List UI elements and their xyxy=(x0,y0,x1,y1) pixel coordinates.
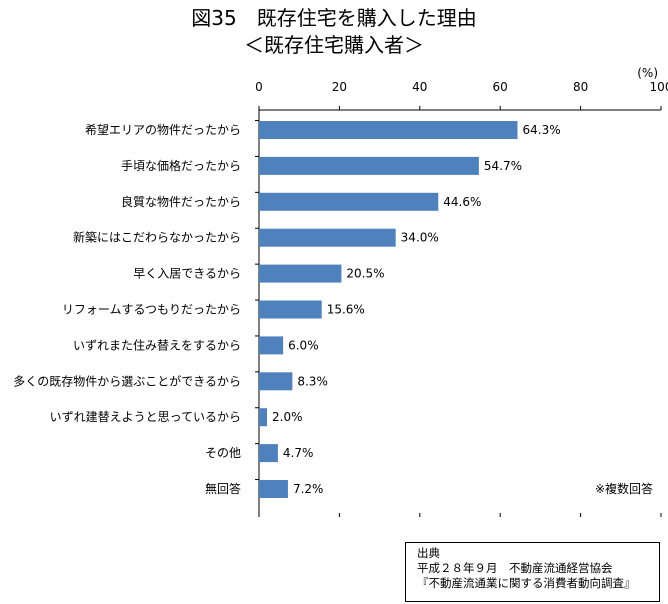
x-tick-label: 60 xyxy=(493,80,508,94)
bar xyxy=(259,480,288,498)
category-label: 良質な物件だったから xyxy=(121,194,241,209)
source-heading: 出典 xyxy=(417,546,440,560)
source-survey: 『不動産流通業に関する消費者動向調査』 xyxy=(417,576,636,590)
x-tick-label: 100 xyxy=(650,80,668,94)
category-label: いずれまた住み替えをするから xyxy=(73,338,241,352)
data-label: 15.6% xyxy=(327,303,365,317)
chart-subtitle: ＜既存住宅購入者＞ xyxy=(244,33,424,57)
x-tick-label: 80 xyxy=(573,80,588,94)
bar-layer: 希望エリアの物件だったから 64.3% 手頃な価格だったから 54.7% 良質な物件だっ… xyxy=(13,121,561,498)
source-box: 出典 平成２８年９月 不動産流通経営協会 『不動産流通業に関する消費者動向調査』 xyxy=(405,542,660,602)
bar xyxy=(259,408,268,427)
bar xyxy=(259,121,518,139)
data-label: 20.5% xyxy=(346,267,384,281)
x-tick-label: 20 xyxy=(332,80,347,94)
x-tick-label: 40 xyxy=(412,80,427,94)
bar xyxy=(259,372,293,391)
data-label: 2.0% xyxy=(272,410,303,424)
data-label: 6.0% xyxy=(288,338,319,352)
axis-layer: 0 20 40 60 80 100 xyxy=(255,80,668,517)
x-tick-label: 0 xyxy=(255,80,263,94)
data-label: 64.3% xyxy=(522,123,560,137)
bar xyxy=(259,192,439,211)
category-label: 希望エリアの物件だったから xyxy=(85,122,241,137)
source-publisher: 平成２８年９月 不動産流通経営協会 xyxy=(417,561,613,575)
bar xyxy=(259,264,342,283)
category-label: リフォームするつもりだったから xyxy=(62,303,241,317)
bar xyxy=(259,336,284,355)
category-label: 手頃な価格だったから xyxy=(121,158,241,173)
data-label: 34.0% xyxy=(401,231,439,245)
bar xyxy=(259,300,322,319)
data-label: 7.2% xyxy=(293,482,324,496)
multiple-answer-note: ※複数回答 xyxy=(595,481,653,496)
data-label: 4.7% xyxy=(283,446,314,460)
data-label: 8.3% xyxy=(297,374,328,388)
bar xyxy=(259,444,278,463)
data-label: 54.7% xyxy=(484,159,522,173)
category-label: いずれ建替えようと思っているから xyxy=(50,410,241,424)
bar-chart: 0 20 40 60 80 100 希望エリアの物件だったから 64.3% 手頃な価格だったか… xyxy=(13,66,668,517)
category-label: 無回答 xyxy=(205,481,241,496)
unit-label: (%) xyxy=(637,66,658,80)
data-label: 44.6% xyxy=(443,195,481,209)
chart-title: 図35 既存住宅を購入した理由 xyxy=(191,6,477,30)
category-label: その他 xyxy=(205,446,241,460)
category-label: 新築にはこだわらなかったから xyxy=(73,230,241,245)
category-label: 多くの既存物件から選ぶことができるから xyxy=(13,373,241,388)
category-label: 早く入居できるから xyxy=(133,267,241,281)
bar xyxy=(259,156,479,175)
bar xyxy=(259,228,396,247)
